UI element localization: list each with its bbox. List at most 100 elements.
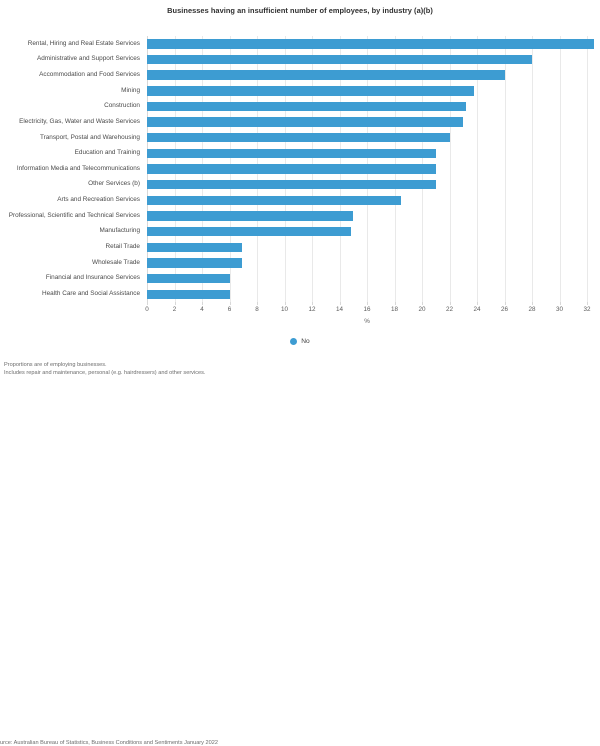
bar-row[interactable]	[147, 130, 587, 146]
gridline	[532, 36, 533, 302]
x-axis-title: %	[364, 318, 370, 325]
x-tick-label: 0	[145, 306, 149, 313]
gridline	[504, 36, 506, 302]
x-tick-mark	[174, 302, 176, 305]
gridline	[449, 36, 451, 302]
chart-container: Businesses having an insufficient number…	[0, 6, 600, 746]
x-tick-mark	[449, 302, 451, 305]
x-tick-label: 8	[255, 306, 259, 313]
category-label: Health Care and Social Assistance	[41, 289, 140, 297]
x-tick-mark	[394, 302, 396, 305]
bar-row[interactable]	[147, 83, 587, 99]
x-tick-mark	[477, 302, 478, 305]
x-tick-mark	[284, 302, 286, 305]
bar[interactable]	[147, 133, 450, 143]
bar[interactable]	[147, 242, 242, 252]
bar[interactable]	[147, 148, 436, 159]
footnote-b: Includes repair and maintenance, persona…	[4, 370, 206, 377]
bar-row[interactable]	[147, 52, 587, 68]
x-tick-label: 22	[445, 306, 453, 313]
x-tick-mark	[532, 302, 533, 305]
category-label: Professional, Scientific and Technical S…	[8, 211, 140, 219]
bar-row[interactable]	[147, 286, 587, 302]
category-label: Electricity, Gas, Water and Waste Servic…	[19, 117, 140, 125]
bar-row[interactable]	[147, 239, 587, 255]
source-line: urce: Australian Bureau of Statistics, B…	[0, 740, 218, 746]
x-tick-label: 14	[335, 306, 343, 313]
bar[interactable]	[147, 164, 436, 174]
bar-row[interactable]	[147, 146, 587, 162]
bar-row[interactable]	[147, 271, 587, 287]
x-tick-label: 2	[172, 306, 177, 313]
x-tick-mark	[202, 302, 203, 305]
category-label: Transport, Postal and Warehousing	[39, 133, 140, 141]
x-tick-label: 12	[308, 306, 316, 313]
chart-legend: No	[0, 338, 600, 345]
plot-area: Rental, Hiring and Real Estate Services A…	[9, 36, 594, 302]
category-label: Accommodation and Food Services	[39, 70, 140, 78]
x-tick-mark	[147, 302, 148, 305]
category-label: Information Media and Telecommunications	[16, 164, 140, 172]
legend-label: No	[301, 338, 310, 345]
category-label: Arts and Recreation Services	[57, 196, 140, 204]
bar-series	[147, 36, 594, 302]
bar[interactable]	[147, 70, 505, 80]
category-label: Wholesale Trade	[92, 258, 140, 266]
x-tick-mark	[559, 302, 561, 305]
category-label: Administrative and Support Services	[36, 55, 140, 63]
x-tick-label: 18	[390, 306, 398, 313]
x-axis-ticks: 0 2 4 6 8 10 12 14 16 18 20 22 24 26 28 30 32	[145, 302, 591, 316]
x-tick-mark	[587, 302, 588, 305]
category-label: Rental, Hiring and Real Estate Services	[27, 39, 140, 47]
gridline	[477, 36, 478, 302]
bar[interactable]	[147, 101, 466, 112]
x-tick-label: 6	[227, 306, 232, 313]
bar-row[interactable]	[147, 192, 587, 208]
bar-row[interactable]	[147, 99, 587, 115]
bar[interactable]	[147, 86, 475, 96]
bar-row[interactable]	[147, 161, 587, 177]
bar[interactable]	[147, 195, 402, 206]
bar[interactable]	[147, 39, 594, 49]
category-label: Other Services (b)	[88, 180, 140, 188]
x-tick-mark	[257, 302, 258, 305]
bar-row[interactable]	[147, 255, 587, 271]
category-label: Education and Training	[74, 149, 140, 157]
x-tick-mark	[367, 302, 368, 305]
footnotes: Proportions are of employing businesses.…	[0, 361, 564, 746]
gridline	[587, 36, 588, 302]
footnote-a: Proportions are of employing businesses.	[4, 362, 107, 368]
category-label: Construction	[104, 102, 140, 110]
bar[interactable]	[147, 180, 436, 190]
x-tick-mark	[422, 302, 423, 305]
bar[interactable]	[147, 54, 532, 65]
x-tick-label: 10	[280, 306, 288, 313]
gridline	[559, 36, 561, 302]
category-label: Manufacturing	[99, 227, 141, 235]
bar[interactable]	[147, 258, 242, 268]
x-tick-mark	[312, 302, 313, 305]
bar-row[interactable]	[147, 224, 587, 240]
category-label: Mining	[121, 86, 140, 94]
bar-row[interactable]	[147, 208, 587, 224]
legend-swatch-icon	[290, 338, 298, 345]
bar-row[interactable]	[147, 67, 587, 83]
bar[interactable]	[147, 211, 354, 221]
bar[interactable]	[147, 289, 230, 299]
bar[interactable]	[147, 226, 351, 237]
x-tick-label: 24	[473, 306, 481, 313]
x-tick-mark	[339, 302, 341, 305]
bar-row[interactable]	[147, 177, 587, 193]
x-tick-label: 32	[583, 306, 591, 313]
bar-row[interactable]	[147, 114, 587, 130]
bar[interactable]	[147, 273, 230, 284]
x-tick-mark	[504, 302, 506, 305]
bar-row[interactable]	[147, 36, 594, 52]
x-tick-label: 30	[555, 306, 563, 313]
bar[interactable]	[147, 117, 464, 127]
x-tick-label: 26	[500, 306, 508, 313]
x-tick-mark	[229, 302, 231, 305]
x-tick-label: 16	[363, 306, 371, 313]
x-tick-label: 20	[418, 306, 426, 313]
x-tick-label: 28	[528, 306, 536, 313]
